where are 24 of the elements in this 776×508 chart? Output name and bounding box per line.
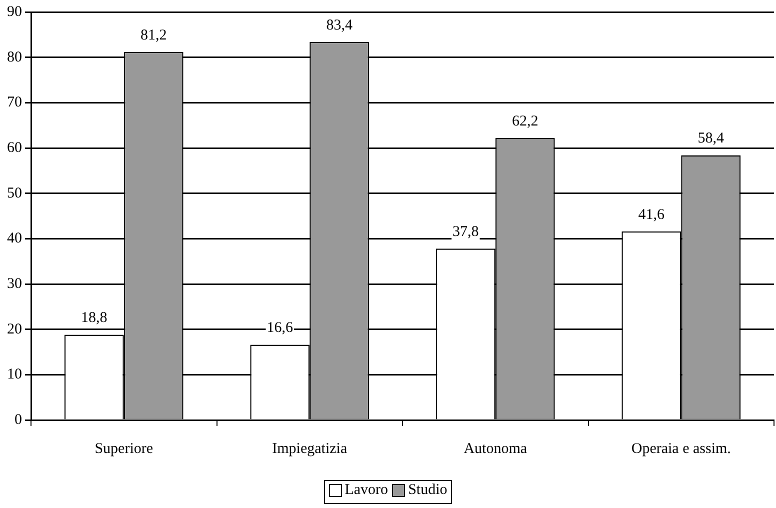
legend-label: Lavoro [344, 482, 388, 499]
x-tick-label: Autonoma [464, 440, 528, 457]
data-label: 18,8 [81, 310, 108, 326]
y-tick-label: 50 [7, 185, 22, 202]
data-label: 81,2 [140, 27, 167, 44]
data-label: 58,4 [698, 130, 724, 147]
y-tick-label: 60 [7, 140, 22, 156]
x-tick-label: Impiegatizia [272, 440, 348, 457]
data-label: 16,6 [266, 320, 294, 336]
y-tick-label: 20 [7, 321, 22, 338]
data-label: 41,6 [638, 206, 666, 223]
y-tick-label: 30 [7, 276, 22, 292]
y-tick-label: 40 [7, 230, 22, 247]
data-label: 62,2 [512, 113, 538, 130]
legend-label: Studio [408, 482, 448, 499]
x-tick-label: Superiore [94, 440, 154, 457]
data-label: 83,4 [326, 17, 353, 34]
x-tick-label: Operaia e assim. [631, 440, 731, 457]
y-tick-label: 80 [7, 49, 22, 66]
data-label: 37,8 [452, 224, 479, 240]
y-tick-label: 90 [7, 4, 22, 20]
y-tick-label: 10 [7, 366, 22, 383]
y-tick-label: 70 [7, 94, 22, 111]
y-tick-label: 0 [14, 412, 22, 428]
